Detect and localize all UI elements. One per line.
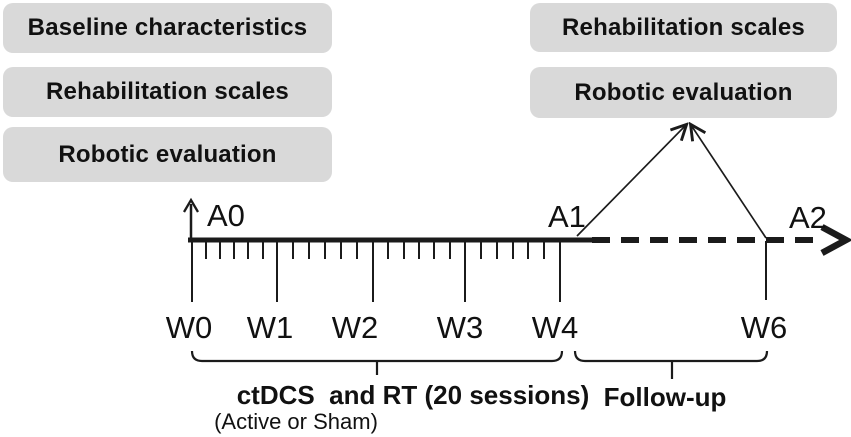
box-label: Robotic evaluation [574,78,793,106]
evaluation-arrows [576,125,767,239]
box-label: Rehabilitation scales [562,13,805,41]
phase-braces [190,350,769,379]
phase-label-followup: Follow-up [603,382,727,412]
phase-sublabel-active-sham: (Active or Sham) [214,409,378,434]
week-label-w1: W1 [246,310,294,345]
followup-phase-brace [573,350,769,363]
a0-up-arrow-icon [183,197,199,240]
ctdcs-phase-brace [190,350,564,363]
phase-label-ctdcs: ctDCS and RT (20 sessions) [236,380,590,410]
box-baseline-characteristics: Baseline characteristics [3,3,332,53]
box-robotic-evaluation-followup: Robotic evaluation [530,67,837,118]
assessment-label-a2: A2 [789,200,827,235]
box-label: Rehabilitation scales [46,78,289,105]
box-rehabilitation-scales-baseline: Rehabilitation scales [3,67,332,117]
box-label: Robotic evaluation [58,140,277,168]
box-label: Baseline characteristics [27,14,308,41]
week-ticks [191,241,767,302]
week-label-w3: W3 [436,310,484,345]
week-label-w6: W6 [740,310,788,345]
session-ticks [205,242,545,259]
arrowhead-icon [820,224,851,256]
assessment-label-a0: A0 [207,198,245,233]
assessment-label-a1: A1 [548,199,586,234]
week-label-w2: W2 [331,310,379,345]
box-robotic-evaluation-baseline: Robotic evaluation [3,127,332,182]
followup-dashed-arrow [592,224,851,256]
week-label-w4: W4 [531,310,579,345]
week-label-w0: W0 [165,310,213,345]
box-rehabilitation-scales-followup: Rehabilitation scales [530,3,837,52]
